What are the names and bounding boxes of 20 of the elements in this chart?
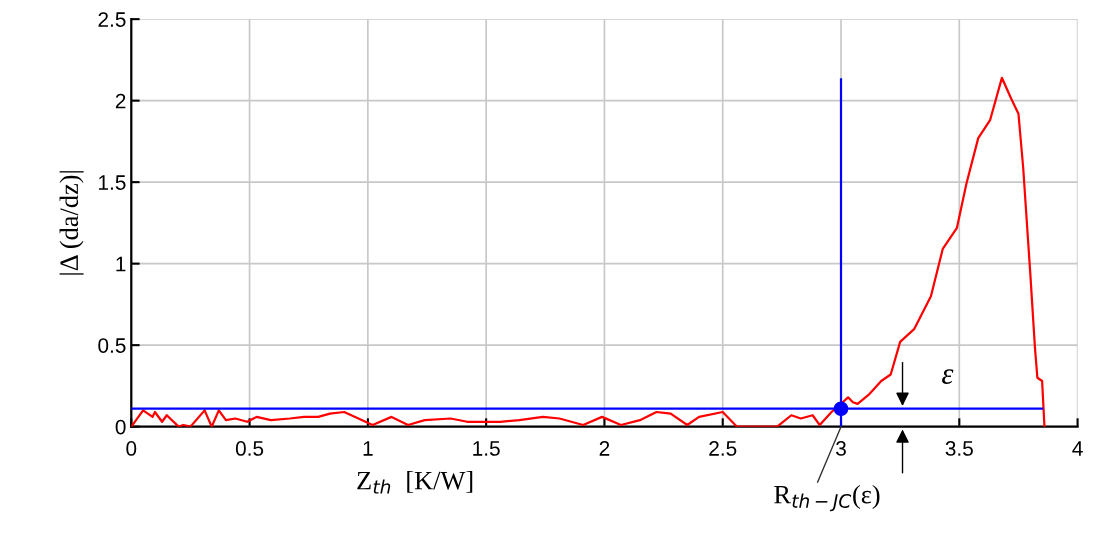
annotation: R$_{th−JC}$(ε) — [774, 484, 880, 512]
y-tick-label: 0 — [115, 419, 126, 435]
y-tick-label: 2.5 — [98, 12, 126, 27]
x-tick-label: 3 — [836, 441, 846, 456]
annotation: ε — [942, 369, 954, 385]
y-tick-label: 2 — [115, 93, 126, 109]
x-axis-title: Z$_{th}$ [K/W] — [357, 470, 473, 494]
y-tick-label: 0.5 — [98, 338, 126, 353]
x-tick-label: 0 — [126, 441, 137, 456]
x-tick-label: 2.5 — [709, 441, 737, 456]
y-axis-title: |Δ (da/dz)| — [59, 171, 84, 275]
x-tick-label: 4 — [1072, 441, 1083, 456]
y-tick-label: 1 — [116, 256, 126, 272]
x-tick-label: 0.5 — [235, 441, 264, 456]
line-series — [131, 76, 1046, 427]
x-tick-label: 3.5 — [945, 441, 973, 456]
x-tick-label: 1 — [363, 441, 373, 456]
y-tick-label: 1.5 — [99, 175, 126, 190]
x-tick-label: 2 — [599, 441, 610, 456]
x-tick-label: 1.5 — [473, 441, 500, 456]
